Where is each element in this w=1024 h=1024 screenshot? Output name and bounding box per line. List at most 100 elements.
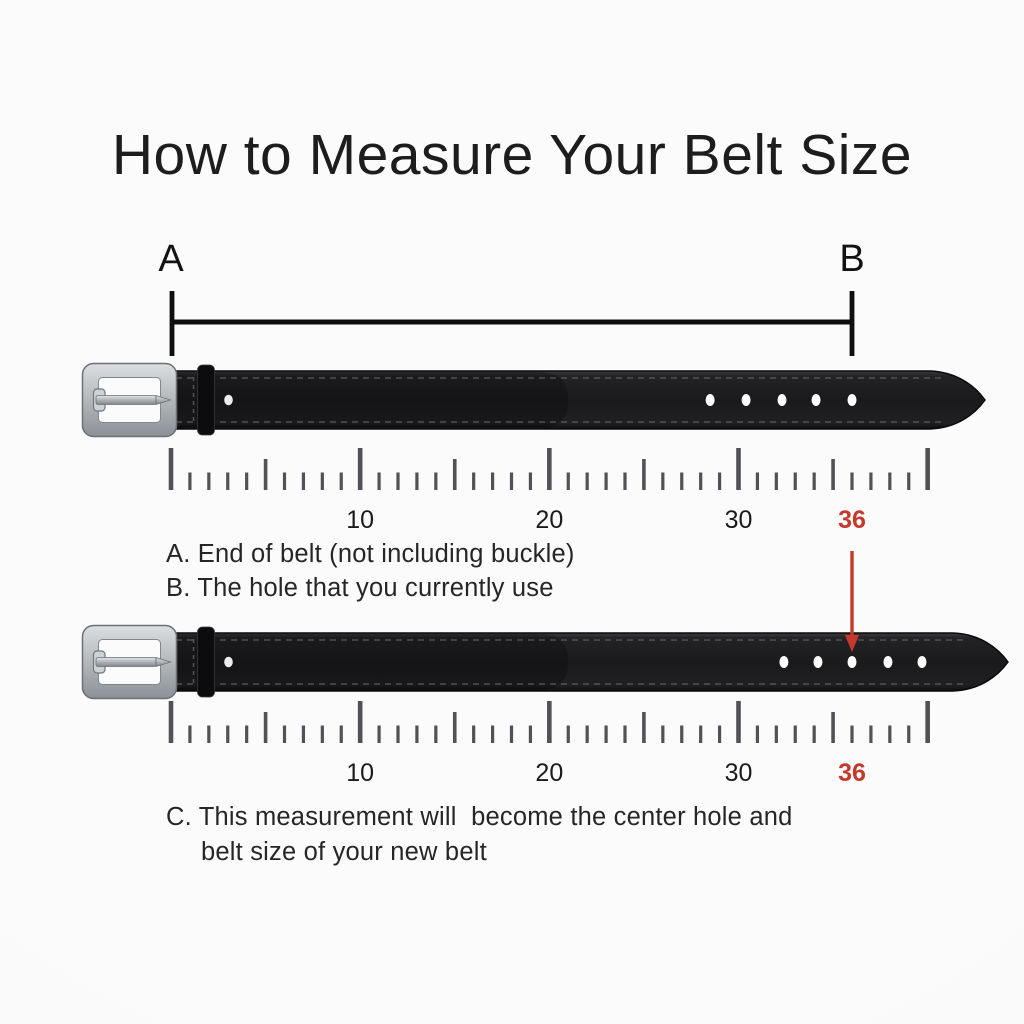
ruler-tick [245,472,249,490]
ruler-tick [793,472,797,490]
belt-fold-overlay [167,372,568,428]
belt-strap [166,632,1009,692]
ruler-tick [736,448,741,490]
buckle-prong-tip [155,394,172,406]
size-arrow-head [845,635,859,652]
ruler-tick [168,448,174,490]
ruler-tick [509,472,514,490]
ruler-tick [869,725,873,743]
ruler-tick [925,701,930,743]
ruler-tick [547,701,552,743]
ruler-tick [301,725,306,743]
ruler-tick [357,701,363,743]
page-title: How to Measure Your Belt Size [111,123,913,187]
belt-hole [777,394,787,406]
buckle-prong-tip [155,656,172,668]
ruler-tick [245,725,249,743]
ruler-tick [642,459,646,490]
belt-keeper-loop [197,364,215,436]
point-a-label: A [158,238,184,280]
ruler-label-36: 36 [838,506,866,534]
annotation-b: B. The hole that you currently use [166,574,554,602]
ruler-label-20: 20 [535,759,564,787]
ruler-tick [774,472,778,490]
ruler-tick [850,472,854,490]
ruler-tick [888,725,892,743]
ruler-tick [755,725,760,743]
belt-fold-overlay [167,634,568,690]
ruler-tick [831,712,835,743]
ruler-tick [547,448,552,490]
ruler-tick [282,472,287,490]
ruler-tick [377,725,381,743]
belt-hole [847,656,857,668]
belt-hole [847,394,857,406]
belt-hole [705,394,715,406]
annotation-c-line1: C. This measurement will become the cent… [166,803,793,831]
ruler-tick [793,725,797,743]
ruler-tick [226,725,230,743]
ruler-tick [717,472,722,490]
ruler-tick [452,712,457,743]
ruler-tick [263,712,268,743]
ruler-tick [642,712,646,743]
point-b-label: B [839,238,865,280]
ruler-tick [357,448,363,490]
belt-buckle [81,362,178,438]
ruler-tick [850,725,854,743]
ruler-tick [415,472,419,490]
ruler-tick [623,472,627,490]
ruler-tick [472,472,476,490]
size-arrow [845,551,859,652]
ruler-label-10: 10 [346,759,375,787]
belt-bottom [81,624,1009,700]
ruler-bottom [168,701,930,743]
ruler-tick [661,472,665,490]
ruler-label-10: 10 [346,506,375,534]
ruler-tick [623,725,627,743]
ruler-tick [907,725,911,743]
ruler-tick [207,472,211,490]
ruler-tick [585,725,589,743]
ruler-tick [717,725,722,743]
ruler-tick [226,472,230,490]
belt-hole [811,394,821,406]
buckle-prong [95,395,157,405]
ruler-tick [661,725,665,743]
ruler-tick [699,725,703,743]
ruler-top [168,448,930,490]
ruler-tick [604,725,608,743]
ruler-tick [680,472,684,490]
measurement-bracket [169,291,855,356]
belt-hole [813,656,823,668]
belt-hole [883,656,893,668]
bracket-end-a [169,291,175,356]
ruler-tick [452,459,457,490]
ruler-label-36: 36 [838,759,866,787]
ruler-tick [263,459,268,490]
ruler-tick [434,725,438,743]
ruler-tick [415,725,419,743]
belt-buckle-hole [224,394,233,406]
ruler-tick [812,725,816,743]
ruler-tick [925,448,930,490]
ruler-tick [888,472,892,490]
annotation-a: A. End of belt (not including buckle) [166,540,575,568]
ruler-tick [528,472,533,490]
buckle-prong [95,657,157,667]
belt-hole [741,394,751,406]
ruler-tick [320,725,324,743]
annotation-c-line2: belt size of your new belt [201,838,487,866]
ruler-tick [680,725,684,743]
ruler-tick [566,472,570,490]
ruler-label-30: 30 [724,759,753,787]
belt-top [81,362,986,438]
ruler-tick [509,725,514,743]
ruler-tick [604,472,608,490]
ruler-tick [472,725,476,743]
ruler-tick [755,472,760,490]
bracket-line [172,319,852,325]
ruler-tick [320,472,324,490]
